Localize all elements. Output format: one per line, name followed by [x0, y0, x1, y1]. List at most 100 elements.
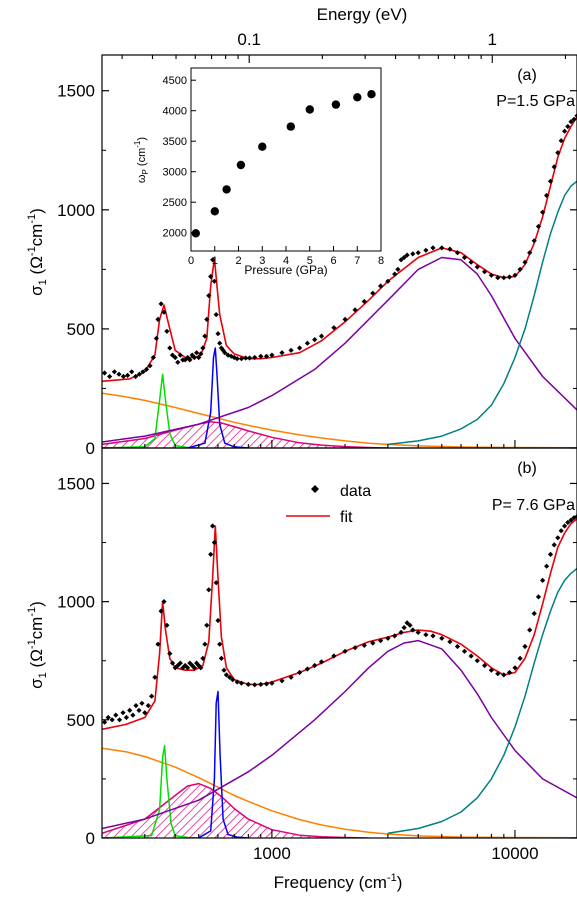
data-point — [568, 517, 574, 523]
inset-y-label-end: ) — [136, 137, 148, 141]
data-point — [155, 316, 161, 322]
inset-y-tick-label: 3000 — [163, 167, 187, 179]
inset-point — [222, 185, 231, 194]
data-point — [206, 293, 212, 299]
data-point — [167, 345, 173, 351]
y-label-sup1-b: -1 — [26, 639, 38, 649]
data-point — [194, 350, 200, 356]
data-point — [139, 700, 145, 706]
data-point — [220, 347, 226, 353]
data-point — [113, 712, 119, 718]
data-point — [142, 710, 148, 716]
series-hatched-fill — [102, 783, 369, 838]
series-interband-line — [387, 180, 577, 446]
data-point — [501, 275, 507, 281]
panel-b-axes: 0 500 1000 1500 1000 10000 — [57, 474, 577, 863]
data-point — [252, 354, 258, 361]
data-point — [153, 335, 159, 341]
inset-x-axis-label: Pressure (GPa) — [244, 263, 327, 277]
data-point — [574, 113, 577, 119]
data-point — [185, 665, 191, 671]
y-label-sub-b: 1 — [37, 672, 49, 678]
data-point — [252, 682, 258, 688]
data-point — [398, 257, 404, 263]
series-hatched-line — [102, 782, 369, 838]
inset-axes: 0 1 2 3 4 5 6 7 8 2000 2500 3000 3500 4000 4500 — [163, 75, 385, 267]
inset-point — [210, 207, 219, 216]
data-point — [506, 669, 513, 676]
data-point — [547, 551, 554, 557]
data-point — [161, 309, 167, 315]
data-point — [175, 359, 181, 365]
y-label-mid-b: cm — [27, 617, 46, 640]
data-point — [116, 717, 123, 723]
y-label-sup2: -1 — [26, 214, 38, 224]
data-point — [150, 354, 156, 361]
data-point — [263, 353, 270, 359]
data-point — [238, 356, 245, 362]
data-point — [304, 666, 310, 672]
data-point — [562, 523, 568, 529]
data-point — [395, 266, 401, 272]
data-point — [495, 671, 501, 677]
data-point — [544, 192, 550, 199]
panel-b-curves — [102, 518, 577, 838]
data-point — [191, 665, 197, 671]
data-point — [223, 672, 229, 678]
data-point — [454, 643, 461, 650]
data-point — [331, 653, 337, 659]
data-point — [574, 513, 577, 520]
data-point — [439, 635, 445, 641]
panel-a-y-axis-label: σ1 (Ω-1cm-1) — [26, 208, 49, 296]
data-point — [120, 373, 126, 380]
panel-a-pressure-label: P=1.5 GPa — [496, 93, 575, 110]
data-point — [331, 325, 337, 331]
series-drude-line — [102, 392, 577, 448]
data-point — [312, 337, 318, 343]
series-drude-line — [102, 747, 577, 838]
data-point — [468, 653, 474, 659]
data-point — [234, 356, 240, 362]
data-point — [361, 298, 367, 305]
data-point — [423, 247, 429, 253]
data-point — [169, 660, 176, 666]
y-label-end: ) — [27, 208, 46, 214]
data-point — [161, 599, 167, 605]
data-point — [385, 278, 391, 284]
data-point — [218, 655, 224, 661]
data-point — [562, 128, 568, 134]
y-tick-label: 500 — [67, 711, 95, 730]
data-point — [482, 662, 488, 669]
data-point — [415, 250, 421, 256]
inset-frame — [190, 67, 382, 252]
data-point — [191, 354, 197, 361]
legend-fit-label: fit — [340, 509, 353, 526]
data-point — [105, 714, 111, 721]
data-point — [230, 677, 236, 683]
inset-x-tick-label: 5 — [307, 255, 313, 267]
y-label-sup1: -1 — [26, 246, 38, 256]
series-phonon1-line — [102, 373, 199, 448]
data-point — [109, 717, 115, 723]
data-point — [217, 641, 223, 647]
data-point — [238, 680, 245, 686]
data-point — [102, 719, 108, 725]
data-point — [522, 259, 528, 265]
data-point — [198, 665, 204, 671]
data-point — [133, 373, 139, 380]
data-point — [172, 354, 178, 361]
data-point — [544, 563, 550, 569]
inset-y-label-units: (cm — [136, 148, 148, 166]
data-point — [568, 119, 574, 125]
data-point — [210, 523, 216, 529]
data-point — [404, 252, 410, 258]
inset-point — [286, 122, 295, 131]
series-phonon2-line — [187, 347, 249, 448]
data-point — [312, 662, 318, 669]
y-label-units: (Ω — [27, 256, 46, 274]
data-point — [269, 352, 275, 358]
data-point — [208, 273, 214, 280]
data-point — [217, 340, 223, 346]
inset-y-tick-label: 4500 — [163, 75, 187, 87]
data-point — [318, 333, 325, 339]
